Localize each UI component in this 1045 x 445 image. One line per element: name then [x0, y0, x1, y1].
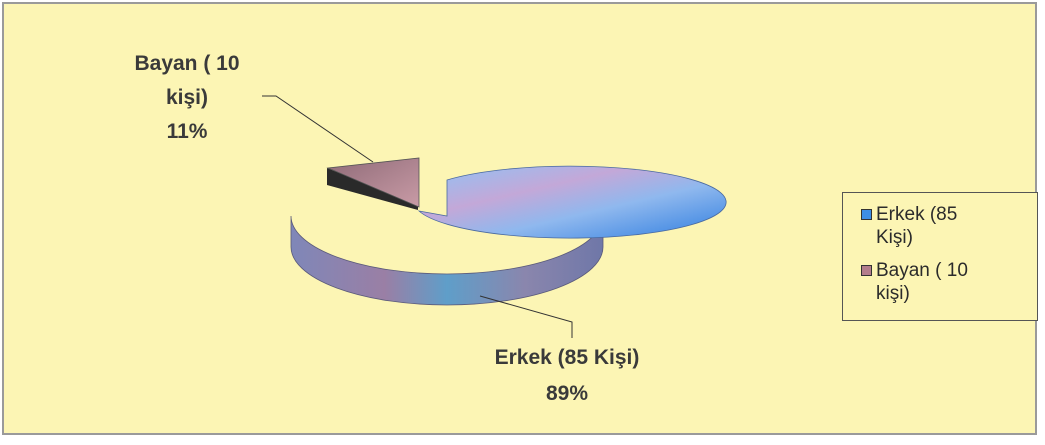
slice-erkek-top — [417, 165, 727, 239]
data-label-bayan-line2: kişi) — [166, 86, 208, 109]
slice-bayan — [326, 157, 420, 210]
data-label-bayan-line1: Bayan ( 10 — [134, 52, 239, 75]
slice-erkek — [290, 165, 727, 306]
legend-label-erkek-line1: Erkek (85 — [876, 204, 958, 225]
data-label-erkek-percent: 89% — [546, 382, 588, 405]
legend-label-bayan-line2: kişi) — [876, 283, 910, 304]
legend-label-bayan-line1: Bayan ( 10 — [876, 260, 968, 281]
leader-line-bayan — [262, 95, 374, 163]
legend-item-erkek: Erkek (85 Kişi) — [861, 203, 1026, 249]
legend-label-erkek-line2: Kişi) — [876, 227, 913, 248]
data-label-erkek-line1: Erkek (85 Kişi) — [495, 346, 640, 369]
slice-erkek-side — [290, 215, 604, 306]
data-label-bayan-percent: 11% — [167, 120, 208, 143]
legend-item-bayan: Bayan ( 10 kişi) — [861, 259, 1026, 305]
legend-swatch-erkek — [861, 209, 872, 220]
slice-bayan-top — [326, 157, 420, 208]
slice-bayan-depth — [327, 168, 418, 210]
leader-line-erkek — [479, 295, 573, 338]
legend: Erkek (85 Kişi) Bayan ( 10 kişi) — [842, 192, 1038, 321]
legend-swatch-bayan — [861, 265, 872, 276]
